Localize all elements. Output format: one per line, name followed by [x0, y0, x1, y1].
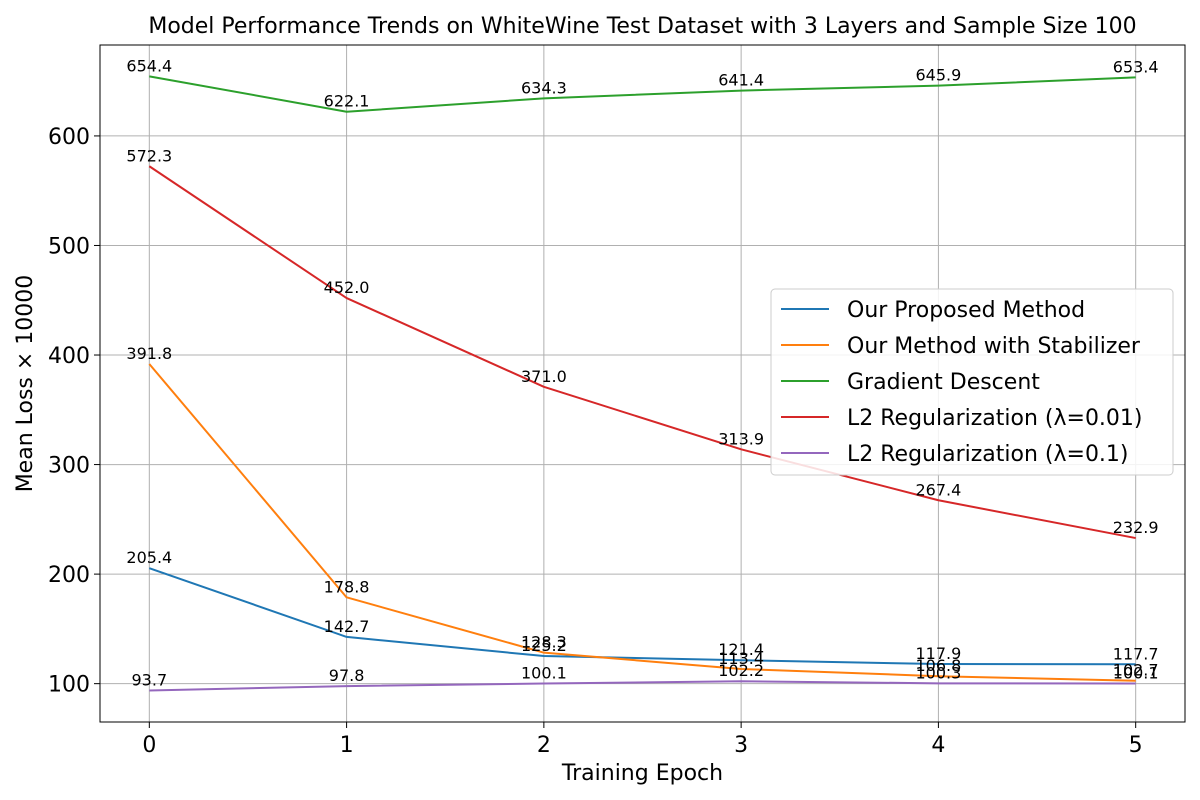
- data-label: 391.8: [126, 344, 172, 363]
- y-tick-label: 100: [48, 673, 90, 698]
- plot-frame: [99, 44, 1186, 723]
- data-label: 634.3: [521, 78, 567, 97]
- y-tick-label: 400: [48, 344, 90, 369]
- data-label: 100.3: [916, 663, 962, 682]
- data-labels: 205.4 142.7 125.2 121.4 117.9 117.7 391.8 178.8…: [126, 56, 1158, 689]
- data-label: 452.0: [324, 278, 370, 297]
- data-label: 267.4: [916, 480, 962, 499]
- data-label: 113.4: [718, 649, 764, 668]
- x-tick-label: 4: [931, 733, 945, 758]
- data-label: 654.4: [126, 56, 172, 75]
- legend-entry: Our Method with Stabilizer: [847, 334, 1141, 359]
- legend-entry: Gradient Descent: [847, 370, 1040, 395]
- series-line-4: [149, 680, 1136, 692]
- data-label: 106.8: [916, 656, 962, 675]
- data-label: 371.0: [521, 367, 567, 386]
- x-tick-label: 5: [1129, 733, 1143, 758]
- data-label: 102.7: [1113, 661, 1159, 680]
- x-tick-label: 2: [537, 733, 551, 758]
- legend-entry: Our Proposed Method: [847, 298, 1085, 323]
- data-label: 645.9: [916, 66, 962, 85]
- data-label: 128.3: [521, 633, 567, 652]
- data-label: 117.7: [1113, 644, 1159, 663]
- y-tick-label: 600: [48, 125, 90, 150]
- x-tick-label: 3: [734, 733, 748, 758]
- series-lines: [148, 75, 1136, 692]
- series-line-3: [148, 165, 1136, 540]
- legend-entry: L2 Regularization (λ=0.01): [847, 406, 1143, 431]
- data-label: 97.8: [329, 666, 365, 685]
- y-tick-label: 500: [48, 234, 90, 259]
- data-label: 205.4: [126, 548, 172, 567]
- data-label: 653.4: [1113, 57, 1159, 76]
- series-line-2: [149, 75, 1136, 113]
- x-axis-label: Training Epoch: [561, 761, 723, 786]
- y-tick-label: 300: [48, 454, 90, 479]
- series-line-1: [148, 363, 1136, 682]
- y-tick-label: 200: [48, 563, 90, 588]
- data-label: 125.2: [521, 636, 567, 655]
- x-tick-label: 1: [340, 733, 354, 758]
- axis-ticks: 0 1 2 3 4 5 100 200 300 400 500 600: [48, 125, 1143, 758]
- data-label: 641.4: [718, 71, 764, 90]
- data-label: 100.1: [521, 664, 567, 683]
- data-label: 572.3: [126, 146, 172, 165]
- data-label: 117.9: [916, 644, 962, 663]
- data-label: 178.8: [324, 577, 370, 596]
- x-tick-label: 0: [142, 733, 156, 758]
- data-label: 100.1: [1113, 664, 1159, 683]
- legend-box: [770, 288, 1174, 476]
- data-label: 622.1: [324, 92, 370, 111]
- series-line-0: [148, 567, 1136, 666]
- data-label: 121.4: [718, 640, 764, 659]
- y-axis-label: Mean Loss × 10000: [13, 275, 38, 493]
- data-label: 93.7: [132, 671, 168, 690]
- legend: Our Proposed Method Our Method with Stabi…: [770, 288, 1174, 476]
- legend-entry: L2 Regularization (λ=0.1): [847, 442, 1129, 467]
- chart-title: Model Performance Trends on WhiteWine Te…: [148, 14, 1136, 39]
- data-label: 313.9: [718, 429, 764, 448]
- data-label: 232.9: [1113, 518, 1159, 537]
- data-label: 142.7: [324, 617, 370, 636]
- data-label: 102.2: [718, 661, 764, 680]
